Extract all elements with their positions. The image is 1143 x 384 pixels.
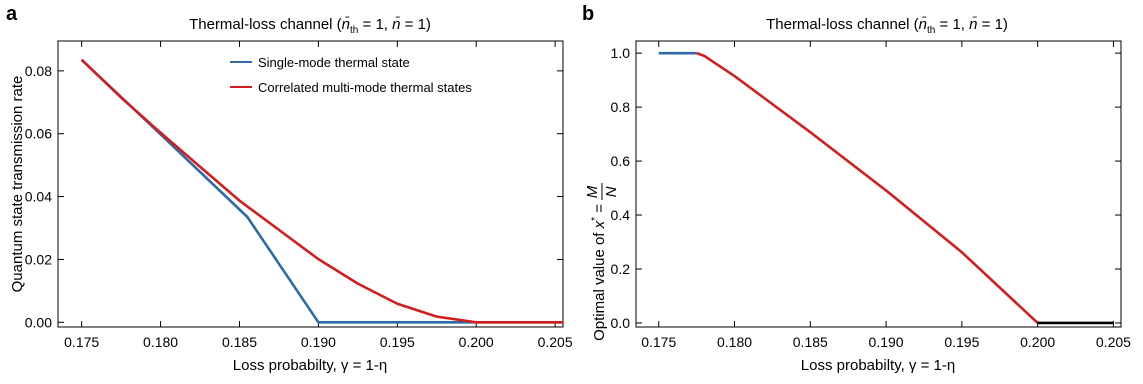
panel-a-x-ticks: 0.175 0.180 0.185 0.190 0.195 0.200 0.205 [64, 41, 573, 350]
panel-b-series-line-1 [696, 51, 1039, 324]
panel-b-label: b [582, 3, 594, 25]
panel-b-x-tick-label: 0.200 [1020, 334, 1055, 350]
panel-b-y-tick-label: 0.2 [611, 261, 631, 277]
panel-a: a Thermal-loss channel (n̄th = 1, n̄ = 1… [6, 3, 573, 374]
panel-a-x-tick-label: 0.180 [143, 334, 178, 350]
panel-a-x-axis-label: Loss probabilty, γ = 1-η [233, 357, 387, 374]
panel-a-y-tick-label: 0.08 [25, 63, 52, 79]
panel-b-y-ticks: 0.0 0.2 0.4 0.6 0.8 1.0 [611, 45, 1121, 331]
panel-b-x-tick-label: 0.175 [641, 334, 676, 350]
panel-b-lines [658, 51, 1114, 325]
legend-label-single-mode: Single-mode thermal state [258, 55, 410, 70]
panel-b: b Thermal-loss channel (n̄th = 1, n̄ = 1… [582, 3, 1131, 374]
panel-a-x-tick-label: 0.175 [64, 334, 99, 350]
panel-a-plot-frame [57, 40, 564, 328]
panel-a-y-tick-label: 0.04 [25, 189, 52, 205]
panel-a-label: a [6, 3, 18, 25]
panel-b-x-tick-label: 0.190 [869, 334, 904, 350]
panel-a-title: Thermal-loss channel (n̄th = 1, n̄ = 1) [189, 16, 431, 36]
legend-label-multi-mode: Correlated multi-mode thermal states [258, 80, 472, 95]
svg-text:Optimal value of x* =: Optimal value of x* = [590, 204, 608, 341]
panel-b-title: Thermal-loss channel (n̄th = 1, n̄ = 1) [766, 16, 1008, 36]
panel-a-series-line-0 [80, 58, 563, 324]
panel-a-y-ticks: 0.00 0.02 0.04 0.06 0.08 [25, 63, 563, 330]
panel-b-y-tick-label: 0.0 [611, 315, 631, 331]
panel-b-y-axis-label: Optimal value of x* = M N [584, 183, 620, 341]
panel-a-y-tick-label: 0.00 [25, 314, 52, 330]
panel-a-lines [80, 58, 563, 324]
fraction-denominator: N [603, 186, 620, 197]
panel-a-legend: Single-mode thermal state Correlated mul… [230, 55, 472, 95]
panel-a-y-axis-label: Quantum state transmission rate [9, 76, 26, 293]
panel-a-x-tick-label: 0.185 [222, 334, 257, 350]
panel-b-y-tick-label: 0.8 [611, 99, 631, 115]
panel-b-x-tick-label: 0.205 [1096, 334, 1131, 350]
panel-b-x-ticks: 0.175 0.180 0.185 0.190 0.195 0.200 0.205 [641, 41, 1131, 350]
panel-a-y-tick-label: 0.06 [25, 126, 52, 142]
panel-b-x-tick-label: 0.180 [717, 334, 752, 350]
panel-a-x-tick-label: 0.200 [459, 334, 494, 350]
panel-b-x-axis-label: Loss probabilty, γ = 1-η [801, 357, 955, 374]
panel-b-y-tick-label: 0.4 [611, 207, 631, 223]
panel-b-y-tick-label: 0.6 [611, 153, 631, 169]
panel-a-y-tick-label: 0.02 [25, 251, 52, 267]
panel-b-x-tick-label: 0.185 [793, 334, 828, 350]
panel-b-y-tick-label: 1.0 [611, 45, 631, 61]
panel-a-x-tick-label: 0.195 [380, 334, 415, 350]
panel-b-x-tick-label: 0.195 [944, 334, 979, 350]
fraction-numerator: M [584, 185, 601, 198]
panel-a-x-tick-label: 0.205 [538, 334, 573, 350]
panel-b-plot-frame [635, 40, 1122, 328]
panel-a-x-tick-label: 0.190 [301, 334, 336, 350]
panel-a-series-line-1 [80, 58, 563, 324]
